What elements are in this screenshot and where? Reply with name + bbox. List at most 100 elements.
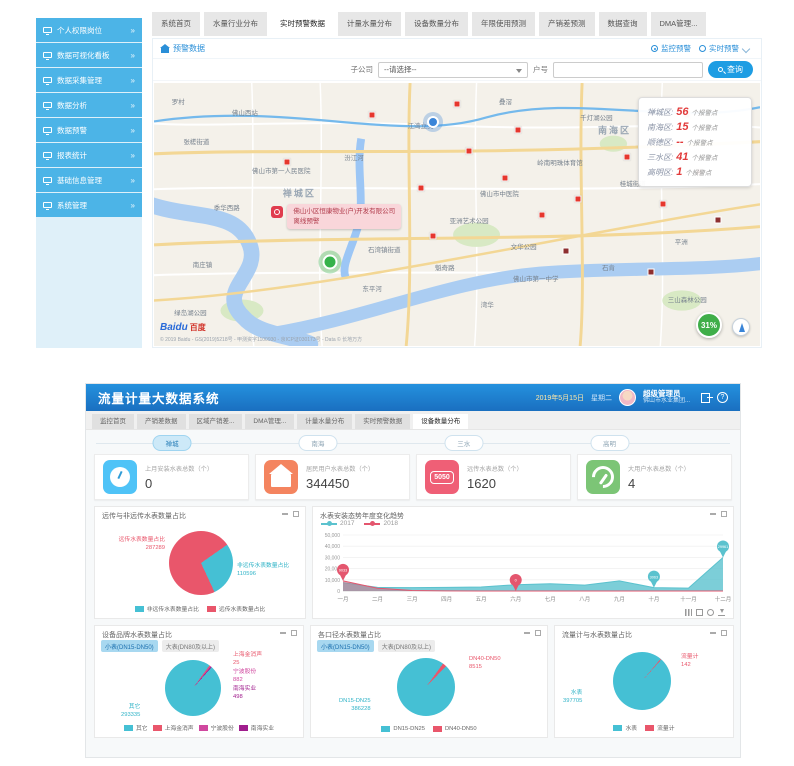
company-select[interactable]: --请选择-- [378,61,528,78]
map-marker[interactable] [322,254,338,270]
sidebar-item[interactable]: 数据可视化看板 [36,43,142,67]
map-marker[interactable] [501,174,509,182]
brand-pie-chart[interactable] [165,660,221,716]
download-icon[interactable] [718,609,725,616]
help-icon[interactable] [717,392,728,403]
maximize-icon[interactable] [293,511,299,517]
map-marker[interactable] [647,268,655,276]
bar-switch-icon[interactable] [685,609,692,616]
map-marker[interactable] [368,111,376,119]
tab[interactable]: 实时预警数据 [271,12,334,36]
sidebar-item[interactable]: 数据采集管理 [36,68,142,92]
map-marker[interactable] [417,184,425,192]
map-marker[interactable] [514,126,522,134]
tab[interactable]: 设备数量分布 [413,414,469,429]
legend-item[interactable]: 流量计 [645,723,675,732]
avatar[interactable] [618,389,636,406]
radio-option[interactable]: 监控预警 [651,43,691,54]
tab[interactable]: 水量行业分布 [204,12,267,36]
legend-item[interactable]: DN40-DN50 [433,726,477,732]
legend-item[interactable]: 2017 [321,520,354,527]
sidebar-item[interactable]: 系统管理 [36,193,142,217]
filter-chip[interactable]: 大表(DN80及以上) [377,640,436,652]
sidebar-item[interactable]: 数据分析 [36,93,142,117]
district-name: 南海区: [647,123,674,132]
tab[interactable]: 产销差预测 [539,12,595,36]
search-button[interactable]: 查询 [708,61,753,78]
tab[interactable]: 产销差数据 [137,414,186,429]
tab[interactable]: 年限使用预测 [472,12,535,36]
district-pill[interactable]: 三水 [444,434,484,451]
legend-item[interactable]: 远传水表数量占比 [206,604,265,613]
legend-item[interactable]: 2018 [364,520,398,527]
map-marker[interactable] [429,232,437,240]
map-marker[interactable] [562,247,570,255]
radio-option[interactable]: 实时预警 [699,43,739,54]
map-marker[interactable] [426,116,439,129]
flowmeter-pie-chart[interactable] [613,652,671,710]
map-marker[interactable] [283,158,291,166]
filter-chip[interactable]: 大表(DN80及以上) [161,640,220,652]
map-marker[interactable] [574,195,582,203]
legend-item[interactable]: 非远传水表数量占比 [134,604,199,613]
remote-pie-chart[interactable] [169,531,233,595]
account-input[interactable] [553,61,703,78]
tab[interactable]: 设备数量分布 [405,12,468,36]
sidebar-item[interactable]: 数据预警 [36,118,142,142]
tab[interactable]: 数据查询 [598,12,647,36]
legend-item[interactable]: 南海实业 [238,723,274,732]
dataview-icon[interactable] [696,609,703,616]
sidebar-item[interactable]: 基础信息管理 [36,168,142,192]
map-marker[interactable] [453,100,461,108]
percentage-badge[interactable]: 31% [696,312,722,338]
stat-card[interactable]: 大用户水表总数（个） 4 [577,454,732,500]
minimize-icon[interactable] [710,632,716,634]
stat-card[interactable]: 5050 远传水表总数（个） 1620 [416,454,571,500]
legend-item[interactable]: 水表 [613,723,637,732]
stat-card[interactable]: 居民用户水表总数（个） 344450 [255,454,410,500]
compass-icon[interactable] [732,318,750,336]
maximize-icon[interactable] [721,511,727,517]
logout-icon[interactable] [701,392,713,403]
tab[interactable]: 计量水量分布 [338,12,401,36]
map-marker[interactable] [659,200,667,208]
legend-label: 宁波股份 [210,726,234,732]
tab[interactable]: 实时预警数据 [355,414,411,429]
minimize-icon[interactable] [524,632,530,634]
legend-item[interactable]: DN15-DN25 [381,726,425,732]
tab[interactable]: DMA管理... [245,414,295,429]
minimize-icon[interactable] [280,632,286,634]
district-pill[interactable]: 南海 [298,434,338,451]
district-pill[interactable]: 高明 [590,434,630,451]
tab[interactable]: 监控首页 [92,414,134,429]
legend-item[interactable]: 其它 [123,723,148,732]
maximize-icon[interactable] [291,630,297,636]
minimize-icon[interactable] [282,513,288,515]
sidebar-item[interactable]: 个人权限岗位 [36,18,142,42]
map-marker[interactable] [623,153,631,161]
svg-text:九月: 九月 [614,595,625,603]
legend-item[interactable]: 宁波股份 [198,723,234,732]
maximize-icon[interactable] [721,630,727,636]
filter-chip[interactable]: 小表(DN15-DN50) [317,640,374,652]
tab[interactable]: 系统首页 [152,12,200,36]
legend-swatch [381,726,391,732]
map-marker[interactable] [538,211,546,218]
map-marker[interactable] [714,216,722,224]
sidebar-item[interactable]: 报表统计 [36,143,142,167]
trend-chart[interactable]: 50,00040,00030,00020,00010,0000一月 二月 三月 四月五… [315,529,733,616]
chevron-down-icon[interactable] [741,44,751,53]
map-marker[interactable] [465,147,473,155]
tab[interactable]: 区域产销差... [188,414,243,429]
tab[interactable]: DMA管理... [650,12,707,36]
legend-item[interactable]: 上海金消声 [152,723,194,732]
caliber-pie-chart[interactable] [397,658,455,716]
tab[interactable]: 计量水量分布 [297,414,353,429]
filter-chip[interactable]: 小表(DN15-DN50) [101,640,158,652]
maximize-icon[interactable] [535,630,541,636]
restore-icon[interactable] [707,609,714,616]
map[interactable]: 禅城区 南海区 张槎街道 罗村 佛山西站 汾江河 江湾立交 佛山市第一人民医院 季华西路 石湾镇街… [154,83,760,346]
minimize-icon[interactable] [710,513,716,515]
stat-card[interactable]: 上月安装水表总数（个） 0 [94,454,249,500]
district-pill[interactable]: 禅城 [152,434,192,451]
